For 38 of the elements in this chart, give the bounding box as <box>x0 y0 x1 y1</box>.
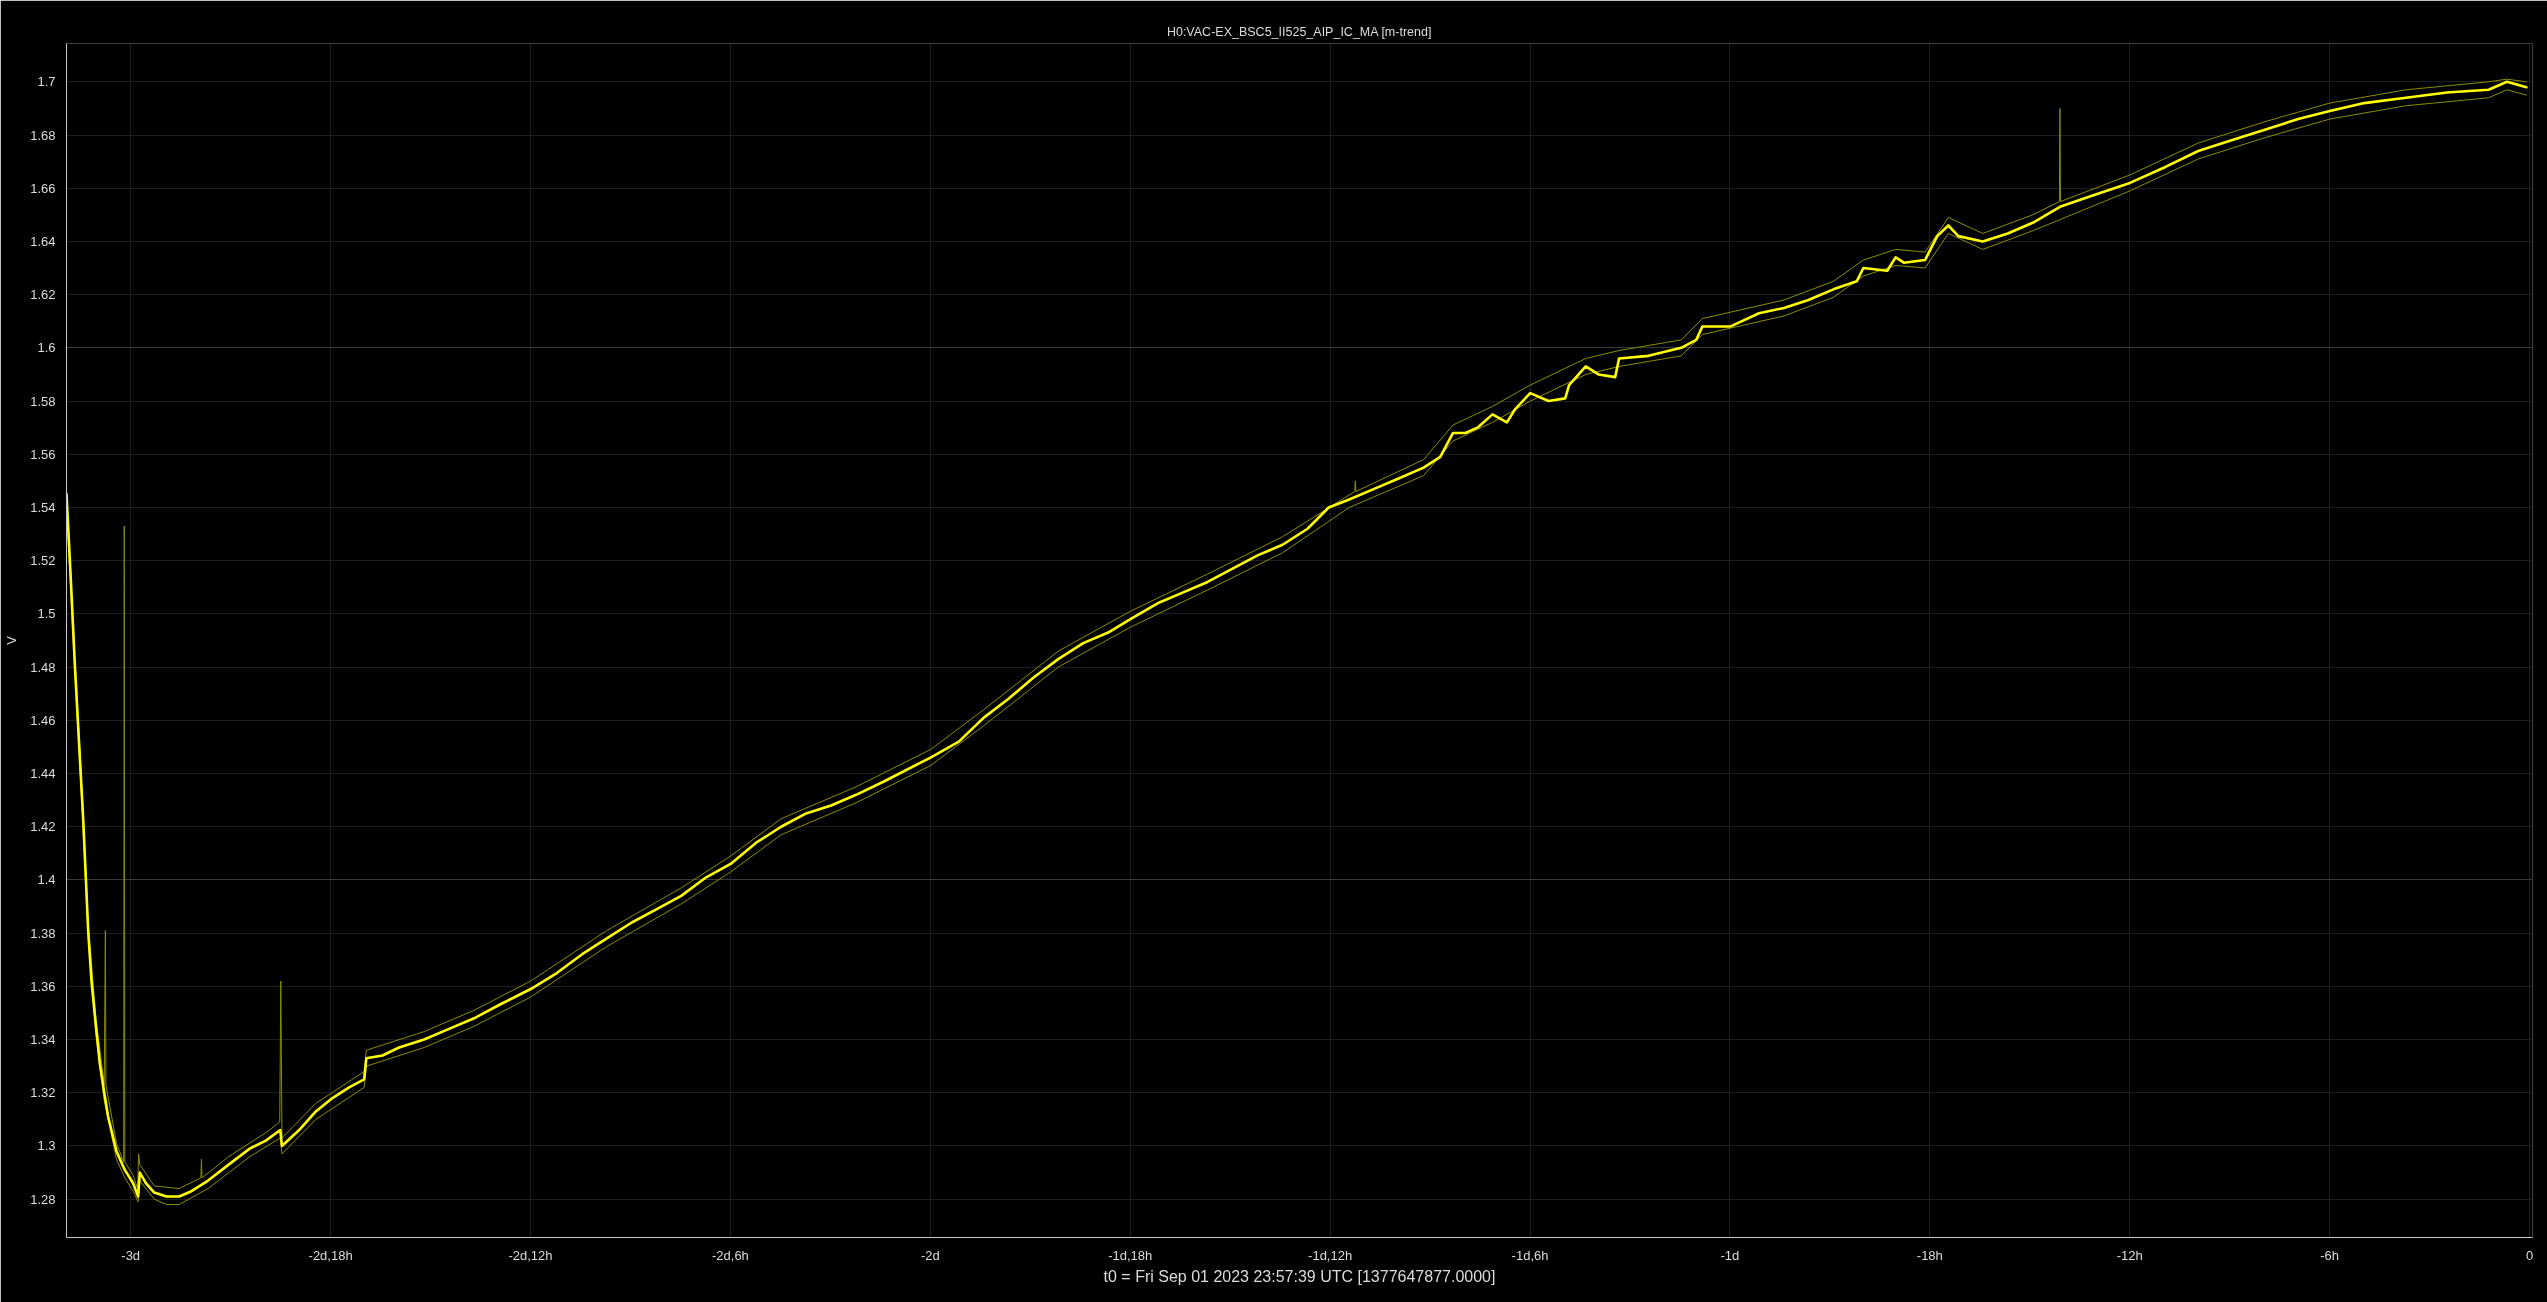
x-tick-label: -18h <box>1916 1247 1943 1263</box>
x-tick-label: -1d,6h <box>1511 1247 1549 1263</box>
y-tick-label: 1.64 <box>30 233 56 249</box>
y-tick-label: 1.7 <box>37 74 56 90</box>
y-tick-label: 1.44 <box>30 766 56 782</box>
y-tick-label: 1.46 <box>30 712 56 728</box>
y-tick-label: 1.68 <box>30 127 56 143</box>
y-tick-label: 1.42 <box>30 819 56 835</box>
y-tick-label: 1.66 <box>30 180 56 196</box>
x-tick-label: -1d,12h <box>1308 1247 1353 1263</box>
x-tick-label: -1d,18h <box>1108 1247 1153 1263</box>
y-tick-label: 1.38 <box>30 925 56 941</box>
y-tick-label: 1.32 <box>30 1085 56 1101</box>
y-tick-label: 1.52 <box>30 553 56 569</box>
y-tick-label: 1.62 <box>30 287 56 303</box>
x-tick-label: -3d <box>121 1247 141 1263</box>
x-tick-label: -6h <box>2320 1247 2340 1263</box>
y-tick-label: 1.34 <box>30 1032 56 1048</box>
x-axis-title: t0 = Fri Sep 01 2023 23:57:39 UTC [1377647877.0000] <box>1103 1267 1496 1285</box>
y-tick-label: 1.28 <box>30 1191 56 1207</box>
y-tick-label: 1.6 <box>37 340 56 356</box>
x-tick-label: -2d,6h <box>711 1247 749 1263</box>
y-tick-label: 1.54 <box>30 499 56 515</box>
y-tick-label: 1.58 <box>30 393 56 409</box>
x-tick-label: -2d,12h <box>508 1247 553 1263</box>
y-tick-label: 1.48 <box>30 659 56 675</box>
chart-title: H0:VAC-EX_BSC5_II525_AIP_IC_MA [m-trend] <box>1166 24 1432 39</box>
x-tick-label: -1d <box>1720 1247 1740 1263</box>
y-tick-label: 1.36 <box>30 978 56 994</box>
y-tick-label: 1.5 <box>37 606 56 622</box>
x-tick-label: -2d,18h <box>308 1247 353 1263</box>
y-tick-label: 1.3 <box>37 1138 56 1154</box>
x-tick-label: -12h <box>2116 1247 2143 1263</box>
x-tick-label: 0 <box>2525 1247 2534 1263</box>
x-tick-label: -2d <box>920 1247 940 1263</box>
y-tick-label: 1.4 <box>37 872 56 888</box>
y-tick-label: 1.56 <box>30 446 56 462</box>
y-axis-title: V <box>4 635 20 645</box>
